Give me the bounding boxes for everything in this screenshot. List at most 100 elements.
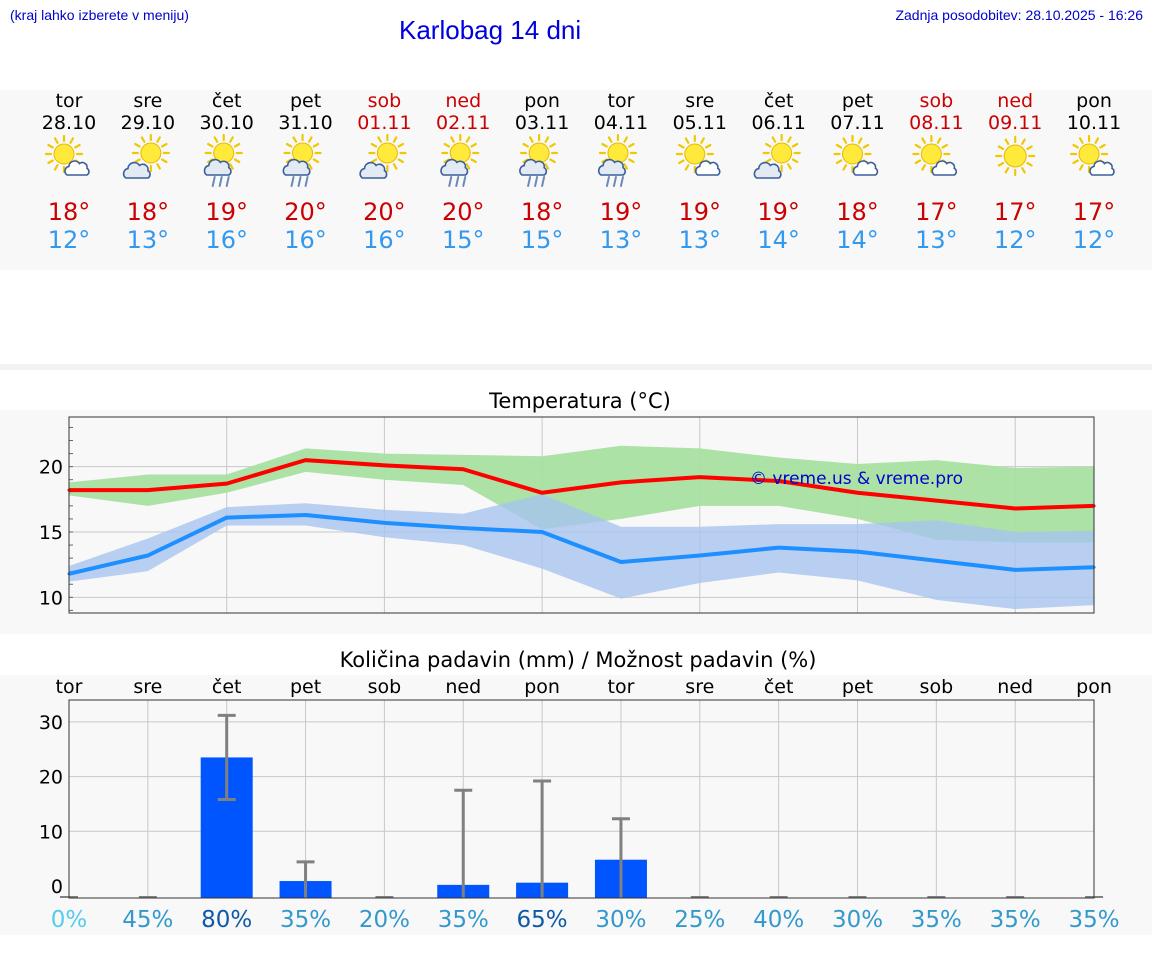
rain-drop — [211, 176, 216, 187]
sun-ray — [312, 142, 320, 148]
cloud-sun-icon — [359, 133, 407, 179]
sun-rain-cloud-icon — [282, 133, 322, 187]
sun-icon — [995, 135, 1036, 177]
rain-drop — [462, 176, 467, 187]
sun-ray — [1004, 138, 1010, 145]
max-temperature: 17° — [1073, 198, 1116, 226]
sun-disc — [771, 142, 793, 164]
sun-cloud-icon — [675, 134, 721, 176]
sun-disc — [140, 142, 162, 164]
sun-disc — [684, 143, 706, 165]
sun-ray — [628, 142, 635, 148]
sun-ray — [53, 164, 59, 171]
sun-ray — [450, 136, 455, 143]
sun-ray — [156, 163, 161, 170]
sun-ray — [74, 143, 81, 149]
max-temperature-point — [619, 480, 623, 484]
rain-drop — [612, 176, 617, 187]
max-temperature: 19° — [600, 198, 643, 226]
max-temperature: 19° — [757, 198, 800, 226]
rain-drop — [527, 176, 532, 187]
sun-disc — [53, 143, 75, 165]
min-temperature: 16° — [363, 226, 406, 254]
min-temperature-point — [856, 550, 859, 554]
sun-ray — [1078, 137, 1084, 144]
sun-ray — [1026, 145, 1033, 151]
rain-drop — [225, 176, 230, 187]
sun-ray — [370, 158, 378, 164]
sun-ray — [285, 142, 293, 148]
sun-ray — [791, 142, 799, 148]
max-temperature: 18° — [127, 198, 170, 226]
max-temperature-point — [1013, 506, 1017, 510]
sun-ray — [470, 158, 477, 164]
day-date: 02.11 — [436, 112, 490, 134]
sun-ray — [1026, 161, 1033, 167]
min-temperature: 14° — [757, 226, 800, 254]
cloud-shape — [440, 158, 469, 176]
sun-ray — [53, 137, 59, 144]
max-temperature: 17° — [915, 198, 958, 226]
rain-drop — [290, 176, 295, 187]
day-date: 31.10 — [278, 112, 332, 134]
sun-disc — [1078, 143, 1100, 165]
sun-ray — [997, 145, 1005, 151]
max-temperature: 18° — [48, 198, 91, 226]
sun-ray — [941, 143, 949, 149]
min-temperature-point — [1013, 568, 1017, 572]
max-temperature: 20° — [363, 198, 406, 226]
sun-ray — [207, 142, 214, 148]
location-menu-hint[interactable]: (kraj lahko izberete v meniju) — [10, 7, 189, 23]
sun-ray — [1094, 137, 1100, 144]
day-of-week: čet — [764, 90, 794, 112]
max-temperature: 19° — [679, 198, 722, 226]
min-temperature-band — [69, 494, 1095, 610]
sun-ray — [914, 143, 922, 149]
temperature-chart-title: Temperatura (°C) — [488, 389, 671, 413]
min-temperature-point — [225, 516, 229, 520]
max-temperature-point — [698, 475, 702, 479]
sun-ray — [392, 136, 398, 143]
sun-ray — [47, 143, 54, 149]
sun-cloud-icon — [44, 134, 90, 176]
x-tick-label: čet — [212, 676, 242, 698]
min-temperature-point — [777, 546, 781, 550]
day-date: 09.11 — [988, 112, 1042, 134]
min-temperature-line — [68, 513, 1095, 576]
sun-ray — [628, 158, 635, 164]
rain-drop — [455, 176, 460, 187]
rain-drop — [297, 176, 302, 187]
day-date: 10.11 — [1067, 112, 1121, 134]
x-tick-label: pon — [1076, 676, 1112, 698]
precipitation-probability: 40% — [753, 907, 804, 933]
x-tick-label: čet — [764, 676, 794, 698]
sun-ray — [835, 143, 843, 149]
forecast-days-band — [0, 90, 1152, 270]
x-tick-label: pet — [290, 676, 321, 698]
sun-ray — [842, 137, 848, 144]
sun-ray — [47, 159, 54, 165]
max-temperature: 18° — [836, 198, 879, 226]
sun-disc — [376, 142, 398, 164]
plot-frame — [68, 699, 1095, 899]
sun-ray — [857, 137, 863, 144]
day-date: 08.11 — [909, 112, 963, 134]
sun-ray — [1021, 138, 1026, 145]
max-temperature: 20° — [284, 198, 327, 226]
sun-ray — [312, 158, 320, 164]
sun-ray — [522, 142, 529, 148]
sun-ray — [704, 143, 712, 149]
page-title: Karlobag 14 dni — [399, 15, 582, 45]
precipitation-probability: 80% — [201, 907, 252, 933]
precipitation-probability: 0% — [51, 907, 88, 933]
min-temperature-point — [146, 554, 150, 558]
